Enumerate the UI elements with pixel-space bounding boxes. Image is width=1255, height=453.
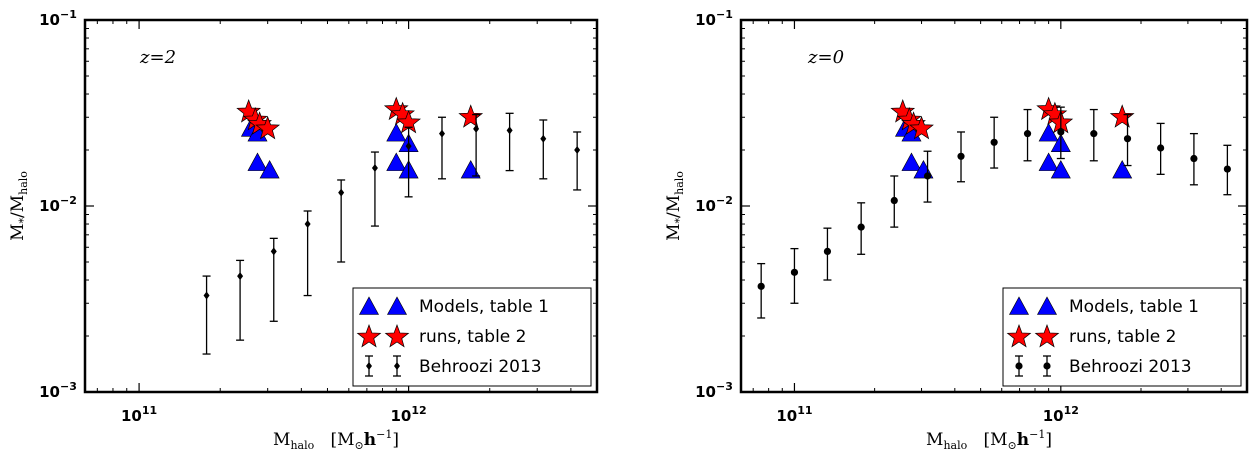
legend-label: Behroozi 2013	[1069, 357, 1192, 377]
star-marker	[909, 115, 934, 140]
series-behroozi-2013	[202, 112, 582, 355]
data-point	[540, 134, 547, 143]
legend-label: Models, table 1	[1069, 297, 1199, 317]
legend-star-marker	[1034, 323, 1060, 348]
x-tick-label: 1012	[391, 404, 427, 425]
y-axis-label: M*/Mhalo	[664, 171, 686, 241]
data-point	[790, 268, 799, 276]
data-point	[304, 220, 311, 229]
axis-ticks	[741, 19, 1248, 393]
x-axis-label: Mhalo [M⊙h−1]	[926, 428, 1052, 452]
data-point	[1223, 165, 1231, 173]
star-marker	[1109, 104, 1135, 128]
data-point	[1157, 144, 1165, 152]
triangle-marker	[386, 152, 407, 171]
data-point	[371, 164, 378, 173]
legend-triangle-marker	[1036, 296, 1058, 315]
triangle-marker	[1112, 159, 1133, 179]
data-point	[857, 223, 865, 231]
data-point	[1057, 128, 1065, 136]
data-point	[338, 188, 345, 197]
y-tick-label: 10−3	[695, 380, 733, 401]
data-point	[1090, 130, 1098, 138]
star-marker	[255, 115, 281, 140]
legend-star-marker	[356, 323, 382, 348]
data-point	[203, 291, 210, 300]
x-tick-label: 1012	[1043, 404, 1079, 425]
legend: Models, table 1 runs, table 2 Behroozi 201…	[352, 287, 592, 387]
legend-triangle-marker	[1008, 296, 1030, 315]
data-point	[990, 138, 998, 146]
triangle-marker	[1038, 122, 1059, 142]
legend-star-marker	[384, 323, 410, 348]
data-point	[823, 247, 832, 256]
data-point	[574, 146, 581, 155]
x-tick-label: 1011	[121, 404, 157, 425]
axis-ticks	[85, 19, 598, 393]
y-tick-label: 10−3	[39, 380, 77, 401]
legend-label: Models, table 1	[419, 297, 549, 317]
legend-point	[394, 362, 400, 370]
y-axis-label: M*/Mhalo	[8, 171, 30, 241]
triangle-marker	[386, 122, 407, 142]
legend: Models, table 1 runs, table 2 Behroozi 201…	[1002, 287, 1242, 387]
legend-point	[1015, 362, 1023, 370]
legend-label: Behroozi 2013	[419, 357, 542, 377]
y-tick-label: 10−1	[695, 8, 733, 29]
triangle-marker	[1038, 152, 1059, 171]
y-tick-label: 10−1	[39, 8, 77, 29]
data-point	[890, 196, 898, 205]
x-tick-label: 1011	[776, 404, 812, 425]
data-point	[923, 172, 932, 180]
data-point	[1123, 135, 1132, 143]
legend-label: runs, table 2	[1069, 327, 1176, 347]
star-marker	[458, 104, 484, 128]
triangle-marker	[247, 152, 268, 171]
data-point	[405, 142, 412, 151]
data-point	[438, 129, 445, 138]
data-point	[237, 272, 244, 281]
data-point	[473, 124, 480, 133]
legend-triangle-marker	[386, 296, 408, 315]
data-point	[957, 152, 965, 160]
data-point	[757, 282, 765, 290]
legend-label: runs, table 2	[419, 327, 526, 347]
x-axis-label: Mhalo [M⊙h−1]	[273, 428, 399, 452]
data-point	[270, 247, 277, 256]
chart-panel-2: 1011 1012 10−3 10−2 10−1 Mhalo [M⊙h−1] M*/Mhal…	[664, 8, 1249, 452]
y-tick-label: 10−2	[695, 194, 733, 215]
triangle-marker	[1050, 159, 1071, 179]
triangle-marker	[259, 159, 280, 179]
data-point	[1190, 154, 1198, 163]
data-point	[506, 126, 513, 135]
legend-point	[366, 362, 372, 370]
chart-panel-1: 1011 1012 10−3 10−2 10−1 Mhalo [M⊙h−1] M*/Mhal…	[8, 8, 599, 452]
series-behroozi-2013	[757, 106, 1232, 319]
legend-point	[1043, 362, 1051, 370]
legend-star-marker	[1006, 323, 1032, 348]
redshift-annotation: z=0	[807, 47, 844, 68]
legend-triangle-marker	[358, 296, 380, 315]
triangle-marker	[901, 152, 922, 171]
redshift-annotation: z=2	[139, 47, 176, 68]
y-tick-label: 10−2	[39, 194, 77, 215]
data-point	[1023, 130, 1032, 138]
